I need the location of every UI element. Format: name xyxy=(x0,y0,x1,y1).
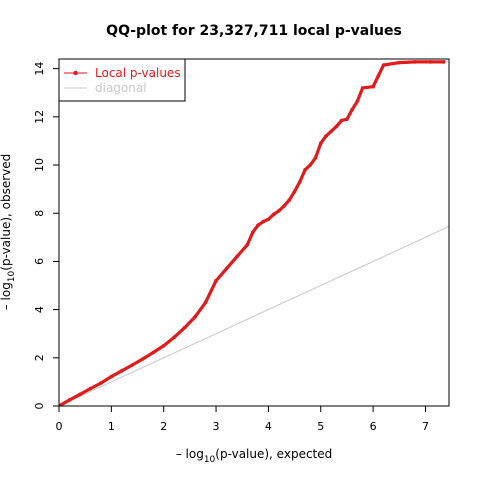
data-point xyxy=(324,134,328,138)
data-point xyxy=(360,86,365,90)
data-point xyxy=(371,84,375,89)
data-point xyxy=(376,74,381,78)
data-point xyxy=(441,60,446,64)
x-tick-label: 4 xyxy=(265,420,272,433)
x-tick-label: 6 xyxy=(370,420,377,433)
data-point xyxy=(151,350,156,355)
legend-box xyxy=(58,58,186,102)
data-point xyxy=(99,381,103,385)
data-point xyxy=(428,60,433,64)
data-point xyxy=(250,230,255,235)
y-axis-title-suffix: (p-value), observed xyxy=(0,154,13,271)
x-tick-label: 3 xyxy=(213,420,220,433)
chart-title: QQ-plot for 23,327,711 local p-values xyxy=(106,23,402,39)
data-point xyxy=(303,168,307,172)
legend-label: diagonal xyxy=(95,81,147,95)
data-point xyxy=(120,369,124,373)
y-tick-label: 2 xyxy=(33,354,46,361)
y-axis-title: – log10(p-value), observed xyxy=(0,154,17,311)
data-point xyxy=(345,117,349,122)
data-point xyxy=(308,163,313,167)
legend-swatch-point xyxy=(73,70,78,76)
data-point xyxy=(292,189,297,194)
y-tick-label: 12 xyxy=(33,110,46,124)
data-point xyxy=(329,129,334,134)
data-point xyxy=(266,217,271,222)
y-tick-label: 4 xyxy=(33,306,46,313)
data-point xyxy=(245,242,250,247)
data-point xyxy=(313,155,318,160)
y-axis-title-prefix: – log xyxy=(0,282,13,310)
diagonal-line xyxy=(59,226,449,406)
data-point xyxy=(88,386,93,391)
data-point xyxy=(203,300,208,305)
x-axis-title-subscript: 10 xyxy=(204,455,216,465)
data-point xyxy=(214,278,218,283)
data-point xyxy=(318,141,323,146)
data-point xyxy=(172,335,176,340)
data-point xyxy=(413,60,417,64)
data-point xyxy=(397,60,402,65)
x-axis-title: – log10(p-value), expected xyxy=(176,447,333,465)
series-line xyxy=(59,60,446,406)
y-tick-label: 8 xyxy=(33,210,46,217)
data-point xyxy=(235,254,239,259)
data-point xyxy=(193,315,197,319)
data-point xyxy=(339,118,344,123)
x-tick-label: 7 xyxy=(422,420,429,433)
data-point xyxy=(334,124,339,129)
data-point xyxy=(298,180,302,184)
data-point xyxy=(140,357,145,361)
data-point xyxy=(78,392,82,397)
data-point xyxy=(256,223,260,228)
data-point xyxy=(261,219,265,224)
x-tick-label: 2 xyxy=(160,420,167,433)
y-tick-label: 10 xyxy=(33,158,46,172)
data-point xyxy=(182,325,187,330)
plot-area xyxy=(59,60,449,406)
series-local-p-values xyxy=(59,60,446,406)
legend-label: Local p-values xyxy=(95,66,181,80)
data-point xyxy=(224,266,229,271)
x-tick-label: 5 xyxy=(317,420,324,433)
data-point xyxy=(161,343,166,348)
y-tick-label: 0 xyxy=(33,403,46,410)
plot-frame xyxy=(58,58,450,407)
x-tick-label: 1 xyxy=(108,420,115,433)
data-point xyxy=(109,374,114,379)
x-axis-title-suffix: (p-value), expected xyxy=(215,447,332,461)
data-point xyxy=(282,204,286,208)
data-point xyxy=(355,99,360,103)
x-tick-label: 0 xyxy=(56,420,63,433)
y-tick-label: 14 xyxy=(33,62,46,76)
data-point xyxy=(381,63,386,67)
data-point xyxy=(67,398,72,402)
data-point xyxy=(287,198,292,202)
y-axis-title-subscript: 10 xyxy=(7,270,17,282)
data-point xyxy=(350,107,354,112)
y-tick-label: 6 xyxy=(33,258,46,265)
x-axis-title-prefix: – log xyxy=(176,447,204,461)
data-point xyxy=(277,209,281,213)
data-point xyxy=(130,363,135,367)
data-point xyxy=(271,212,276,217)
